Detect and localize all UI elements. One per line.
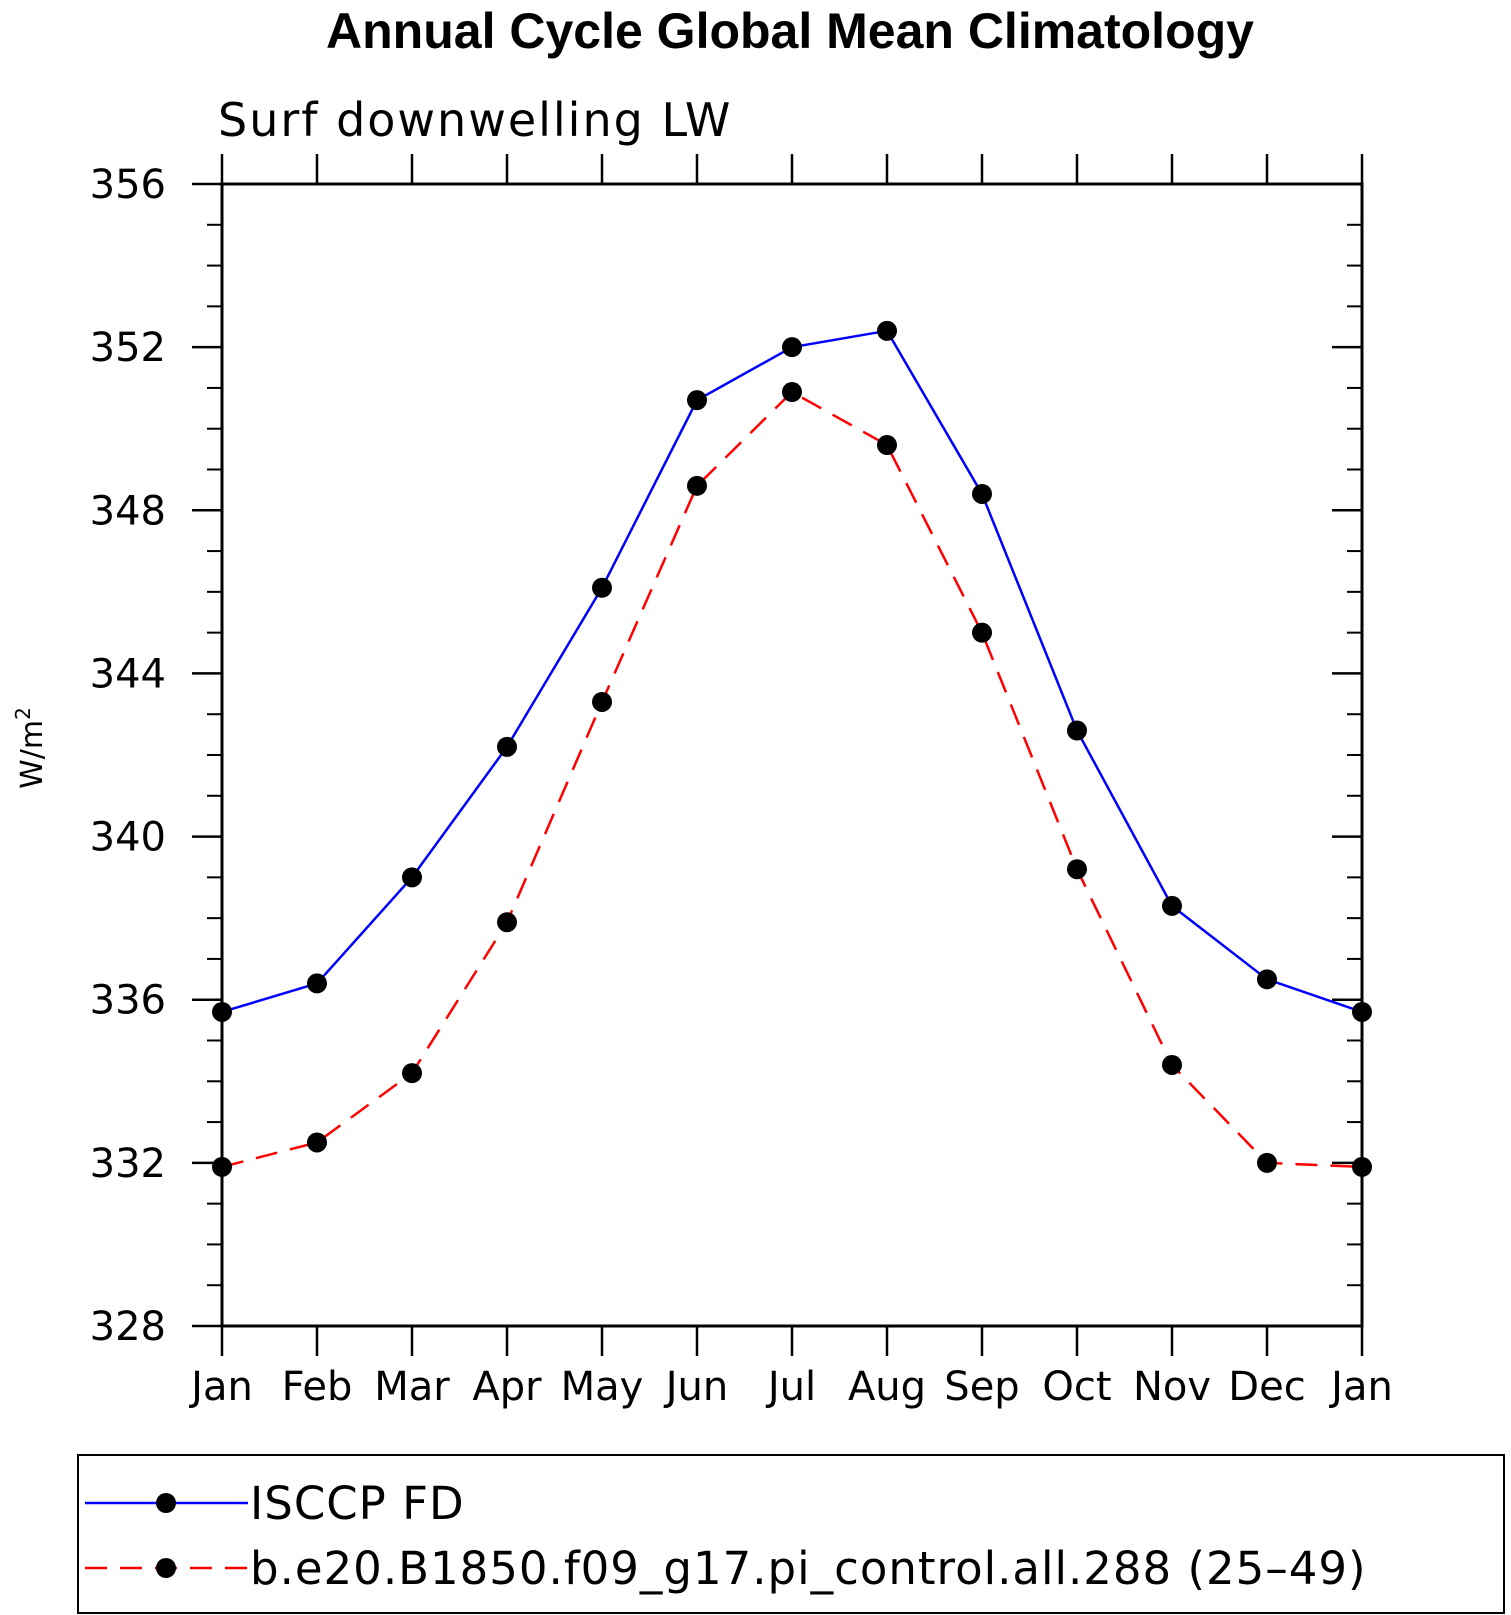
y-tick-label: 348 bbox=[90, 488, 166, 534]
data-point bbox=[877, 435, 897, 456]
data-point bbox=[402, 1063, 422, 1084]
legend-box bbox=[77, 1454, 1505, 1614]
data-point bbox=[1162, 1054, 1182, 1075]
x-tick-label: Mar bbox=[374, 1364, 450, 1410]
data-point bbox=[307, 1132, 327, 1153]
x-tick-label: Feb bbox=[282, 1364, 353, 1410]
y-tick-label: 336 bbox=[90, 978, 166, 1024]
data-point bbox=[402, 867, 422, 888]
y-axis-label-group: W/m2 bbox=[11, 707, 50, 789]
chart-title: Annual Cycle Global Mean Climatology bbox=[326, 3, 1254, 59]
data-point bbox=[307, 973, 327, 994]
y-axis-tick-labels: 328 332 336 340 344 348 352 356 bbox=[90, 162, 166, 1350]
data-point bbox=[687, 390, 707, 411]
y-axis-label-superscript: 2 bbox=[11, 707, 35, 720]
data-point bbox=[1352, 1156, 1372, 1177]
data-point bbox=[877, 320, 897, 341]
x-tick-label: Jul bbox=[765, 1364, 816, 1410]
x-axis-tick-labels: Jan Feb Mar Apr May Jun Jul Aug Sep Oct Nov Dec Jan bbox=[188, 1364, 1393, 1410]
data-point bbox=[972, 483, 992, 504]
data-point bbox=[782, 382, 802, 403]
y-tick-label: 332 bbox=[90, 1141, 166, 1187]
series-line-2 bbox=[221, 390, 1363, 1169]
legend-marker-1 bbox=[156, 1493, 176, 1513]
x-tick-label: Dec bbox=[1228, 1364, 1305, 1410]
legend-marker-2 bbox=[156, 1558, 176, 1578]
data-point bbox=[497, 912, 517, 933]
series-line-1 bbox=[221, 329, 1363, 1014]
legend-label-2: b.e20.B1850.f09_g17.pi_control.all.288 (… bbox=[250, 1542, 1367, 1595]
data-point bbox=[1352, 1001, 1372, 1022]
y-tick-label: 356 bbox=[90, 162, 166, 208]
data-point bbox=[592, 691, 612, 712]
y-axis-label: W/m2 bbox=[11, 707, 50, 789]
chart-subtitle: Surf downwelling LW bbox=[218, 93, 732, 147]
series-markers bbox=[212, 320, 1372, 1177]
data-point bbox=[1257, 1152, 1277, 1173]
data-point bbox=[1162, 895, 1182, 916]
x-tick-label: Jan bbox=[1328, 1364, 1393, 1410]
data-point bbox=[782, 337, 802, 358]
legend-label-1: ISCCP FD bbox=[250, 1477, 465, 1530]
x-tick-label: Oct bbox=[1042, 1364, 1111, 1410]
x-tick-label: Nov bbox=[1133, 1364, 1211, 1410]
x-tick-label: Aug bbox=[848, 1364, 926, 1410]
data-point bbox=[497, 736, 517, 757]
data-point bbox=[1257, 969, 1277, 990]
x-tick-label: Jan bbox=[188, 1364, 253, 1410]
legend: ISCCP FD b.e20.B1850.f09_g17.pi_control.a… bbox=[85, 1477, 1367, 1595]
axis-ticks bbox=[192, 154, 1364, 1356]
data-point bbox=[592, 577, 612, 598]
series-lines bbox=[221, 329, 1363, 1169]
data-point bbox=[1067, 720, 1087, 741]
y-tick-label: 328 bbox=[90, 1304, 166, 1350]
y-tick-label: 352 bbox=[90, 325, 166, 371]
y-tick-label: 344 bbox=[90, 651, 166, 697]
x-tick-label: Sep bbox=[944, 1364, 1019, 1410]
data-point bbox=[212, 1156, 232, 1177]
data-point bbox=[1067, 859, 1087, 880]
data-point bbox=[212, 1001, 232, 1022]
x-tick-label: Apr bbox=[472, 1364, 542, 1410]
data-point bbox=[687, 475, 707, 496]
data-point bbox=[972, 622, 992, 643]
x-tick-label: May bbox=[561, 1364, 644, 1410]
y-tick-label: 340 bbox=[90, 815, 166, 861]
x-tick-label: Jun bbox=[663, 1364, 729, 1410]
y-axis-label-text: W/m bbox=[15, 720, 50, 789]
